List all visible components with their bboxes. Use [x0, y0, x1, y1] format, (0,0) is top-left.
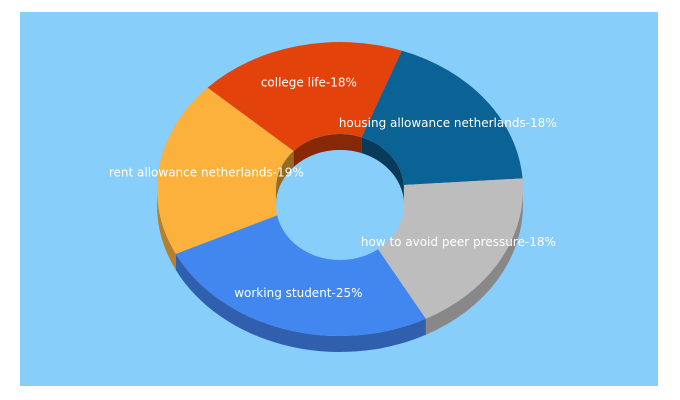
donut-chart: working student-25% rent allowance nether… [109, 42, 557, 352]
donut-sides [157, 189, 523, 352]
slice-how-to-avoid-peer-pressure [370, 178, 524, 319]
slice-college-life [207, 42, 402, 152]
slice-label-college-life: college life-18% [261, 76, 357, 90]
donut-hole [276, 134, 404, 260]
donut-labels: working student-25% rent allowance nether… [109, 76, 557, 301]
slice-side-rent-allowance-netherlands [157, 189, 176, 270]
slice-inner-wall-housing-allowance-netherlands [361, 137, 404, 202]
slice-label-how-to-avoid-peer-pressure: how to avoid peer pressure-18% [361, 235, 556, 249]
slice-inner-wall-rent-allowance-netherlands [276, 151, 294, 205]
donut-hole-floor [276, 150, 404, 260]
slice-side-working-student [175, 253, 426, 352]
slice-label-housing-allowance-netherlands: housing allowance netherlands-18% [339, 116, 557, 130]
slice-label-rent-allowance-netherlands: rent allowance netherlands-19% [109, 165, 304, 179]
slice-label-working-student: working student-25% [234, 286, 362, 300]
slice-side-how-to-avoid-peer-pressure [425, 189, 523, 335]
chart-background: working student-25% rent allowance nether… [20, 12, 658, 386]
slice-inner-wall-college-life [293, 134, 362, 168]
slice-rent-allowance-netherlands [157, 87, 294, 254]
slice-housing-allowance-netherlands [361, 50, 523, 186]
